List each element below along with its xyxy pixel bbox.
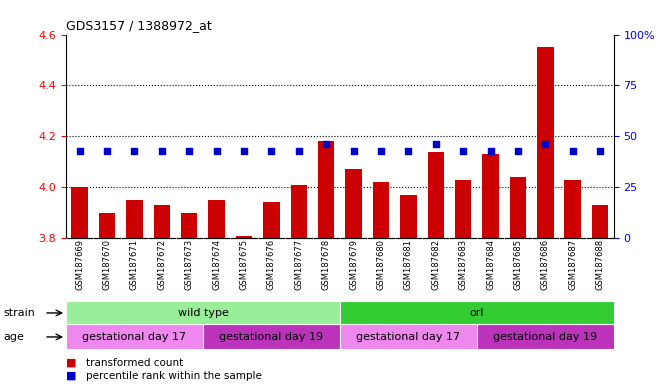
- Bar: [373, 182, 389, 238]
- Text: GSM187682: GSM187682: [431, 239, 440, 290]
- Text: GSM187672: GSM187672: [157, 239, 166, 290]
- Text: orl: orl: [470, 308, 484, 318]
- Point: [485, 147, 496, 154]
- Bar: [290, 185, 307, 238]
- Text: gestational day 17: gestational day 17: [356, 332, 461, 342]
- Bar: [154, 205, 170, 238]
- Bar: [592, 205, 609, 238]
- Bar: [181, 213, 197, 238]
- Text: ■: ■: [66, 371, 77, 381]
- Bar: [318, 141, 335, 238]
- Text: GSM187677: GSM187677: [294, 239, 304, 290]
- Point: [156, 147, 167, 154]
- Point: [513, 147, 523, 154]
- Text: GSM187686: GSM187686: [541, 239, 550, 290]
- Text: wild type: wild type: [178, 308, 228, 318]
- Point: [348, 147, 359, 154]
- Text: GSM187669: GSM187669: [75, 239, 84, 290]
- Point: [321, 141, 331, 147]
- Text: GSM187673: GSM187673: [185, 239, 194, 290]
- Bar: [510, 177, 526, 238]
- Point: [102, 147, 112, 154]
- Point: [239, 147, 249, 154]
- Text: GSM187685: GSM187685: [513, 239, 523, 290]
- Text: GSM187671: GSM187671: [130, 239, 139, 290]
- Text: GSM187676: GSM187676: [267, 239, 276, 290]
- Point: [568, 147, 578, 154]
- Bar: [209, 200, 225, 238]
- Point: [211, 147, 222, 154]
- Point: [75, 147, 85, 154]
- Bar: [477, 324, 614, 349]
- Point: [430, 141, 441, 147]
- Bar: [482, 154, 499, 238]
- Text: transformed count: transformed count: [86, 358, 183, 368]
- Bar: [400, 195, 416, 238]
- Text: GSM187687: GSM187687: [568, 239, 578, 290]
- Bar: [66, 301, 340, 324]
- Text: gestational day 19: gestational day 19: [219, 332, 323, 342]
- Text: GSM187683: GSM187683: [459, 239, 468, 290]
- Bar: [537, 47, 554, 238]
- Point: [376, 147, 386, 154]
- Point: [595, 147, 605, 154]
- Point: [540, 141, 550, 147]
- Text: strain: strain: [3, 308, 35, 318]
- Bar: [340, 324, 477, 349]
- Bar: [126, 200, 143, 238]
- Point: [403, 147, 414, 154]
- Bar: [236, 235, 252, 238]
- Point: [184, 147, 195, 154]
- Text: age: age: [3, 332, 24, 342]
- Bar: [71, 187, 88, 238]
- Point: [266, 147, 277, 154]
- Text: GSM187680: GSM187680: [376, 239, 385, 290]
- Text: gestational day 17: gestational day 17: [82, 332, 187, 342]
- Bar: [263, 202, 280, 238]
- Text: GDS3157 / 1388972_at: GDS3157 / 1388972_at: [66, 19, 212, 32]
- Text: GSM187674: GSM187674: [212, 239, 221, 290]
- Bar: [203, 324, 340, 349]
- Text: percentile rank within the sample: percentile rank within the sample: [86, 371, 261, 381]
- Bar: [66, 324, 203, 349]
- Bar: [340, 301, 614, 324]
- Text: ■: ■: [66, 358, 77, 368]
- Text: GSM187688: GSM187688: [595, 239, 605, 290]
- Bar: [455, 180, 471, 238]
- Text: GSM187681: GSM187681: [404, 239, 413, 290]
- Text: GSM187678: GSM187678: [321, 239, 331, 290]
- Bar: [428, 152, 444, 238]
- Text: gestational day 19: gestational day 19: [493, 332, 597, 342]
- Text: GSM187675: GSM187675: [240, 239, 249, 290]
- Bar: [99, 213, 116, 238]
- Bar: [564, 180, 581, 238]
- Text: GSM187679: GSM187679: [349, 239, 358, 290]
- Point: [458, 147, 469, 154]
- Point: [294, 147, 304, 154]
- Text: GSM187684: GSM187684: [486, 239, 495, 290]
- Point: [129, 147, 140, 154]
- Bar: [345, 169, 362, 238]
- Text: GSM187670: GSM187670: [102, 239, 112, 290]
